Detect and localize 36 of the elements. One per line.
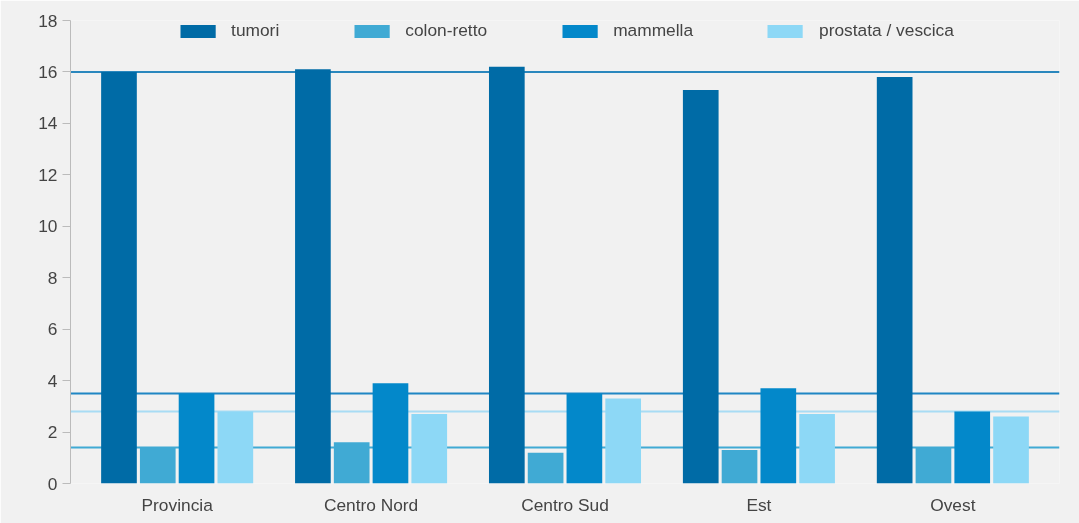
bar [178, 393, 215, 484]
bar [101, 71, 137, 484]
bar [527, 452, 564, 484]
bar [721, 450, 758, 484]
legend-label: mammella [613, 20, 694, 41]
legend-label: tumori [231, 20, 280, 41]
bar [954, 411, 991, 484]
x-tick-label: Centro Nord [323, 494, 419, 515]
bar [295, 69, 331, 484]
y-tick-label: 8 [47, 267, 58, 288]
y-tick-label: 6 [47, 319, 58, 340]
bar [566, 393, 603, 484]
x-tick-label: Est [746, 494, 772, 515]
legend-label: prostata / vescica [819, 20, 954, 41]
bar [605, 398, 642, 484]
bar [372, 383, 409, 484]
x-tick-label: Provincia [141, 494, 214, 515]
x-tick-label: Centro Sud [521, 494, 609, 515]
y-tick-label: 4 [47, 370, 58, 391]
y-tick-label: 10 [38, 216, 58, 237]
bar [760, 388, 797, 484]
bar [799, 414, 835, 484]
y-tick-label: 0 [47, 473, 58, 494]
x-tick-label: Ovest [930, 494, 976, 515]
y-tick-label: 18 [38, 10, 58, 31]
bar [876, 77, 913, 484]
bar [682, 89, 719, 484]
bar [993, 416, 1029, 484]
bar [411, 414, 448, 484]
y-tick-label: 12 [38, 164, 58, 185]
legend-label: colon-retto [405, 20, 488, 41]
y-tick-label: 2 [47, 422, 58, 443]
bar [488, 66, 525, 484]
bar [217, 411, 254, 484]
y-tick-label: 16 [38, 61, 58, 82]
y-tick-label: 14 [38, 113, 58, 134]
